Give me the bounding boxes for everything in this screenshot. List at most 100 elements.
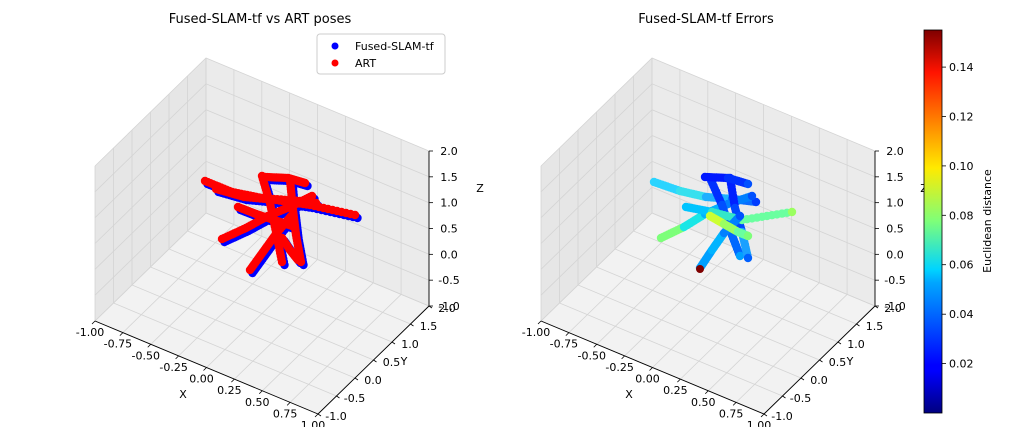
right-y-tick-mark: [856, 323, 860, 327]
right-x-tick-label: 0.75: [719, 407, 744, 420]
right-grid-z: [540, 160, 876, 270]
art-point: [350, 210, 360, 220]
legend-label-art: ART: [355, 57, 376, 70]
left-y-tick-label: 2.0: [438, 302, 456, 315]
left-y-tick-label: 0.0: [364, 374, 382, 387]
art-point: [293, 255, 303, 265]
left-z-tick-label: -0.5: [438, 274, 459, 287]
left-x-tick-label: -0.75: [104, 338, 132, 351]
error-point: [735, 211, 745, 221]
right-y-tick-mark: [800, 377, 805, 381]
right-grid-z: [540, 186, 876, 296]
left-x-tick-mark: [147, 343, 152, 348]
left-x-tick-label: 1.00: [301, 419, 326, 427]
colorbar-tick-label: 0.08: [949, 209, 974, 222]
left-z-axis-label: Z: [476, 182, 484, 195]
right-y-tick-label: 0.5: [829, 356, 847, 369]
right-x-tick-label: -0.50: [578, 349, 606, 362]
art-point: [277, 257, 287, 267]
left-z-tick-label: 2.0: [440, 145, 458, 158]
legend-frame: [316, 33, 446, 75]
colorbar-tick-label: 0.02: [949, 358, 974, 371]
left-x-tick-mark: [91, 320, 96, 325]
right-x-tick-mark: [760, 413, 765, 418]
left-y-tick-mark: [317, 413, 322, 417]
left-z-tick-label: 1.5: [440, 171, 458, 184]
left-y-tick-mark: [410, 323, 414, 327]
left-y-tick-label: 0.5: [383, 356, 401, 369]
right-grid-z: [540, 135, 876, 244]
right-y-tick-mark: [837, 341, 842, 345]
left-y-tick-mark: [354, 377, 359, 381]
right-z-tick-label: 0.5: [886, 223, 904, 236]
colorbar-tick-label: 0.06: [949, 259, 974, 272]
right-x-tick-label: 0.00: [635, 373, 660, 386]
left-x-tick-label: -0.50: [132, 349, 160, 362]
left-x-tick-mark: [258, 390, 263, 395]
legend-label-fused: Fused-SLAM-tf: [355, 40, 435, 53]
art-point: [307, 191, 317, 201]
left-x-tick-label: -0.25: [159, 361, 187, 374]
colorbar-tick-label: 0.10: [949, 160, 974, 173]
error-point-max: [696, 265, 704, 273]
right-z-tick-label: 0.0: [886, 248, 904, 261]
error-point: [747, 191, 757, 201]
error-point: [743, 179, 753, 189]
right-y-tick-label: 0.0: [810, 374, 828, 387]
right-grid-z: [540, 212, 876, 322]
left-x-tick-mark: [314, 413, 319, 418]
right-z-tick-label: 1.0: [886, 197, 904, 210]
right-z-tick-label: -0.5: [884, 274, 905, 287]
left-grid-z: [94, 212, 430, 322]
left-y-tick-label: 1.0: [401, 338, 419, 351]
error-point: [743, 253, 753, 263]
right-x-tick-label: -0.25: [605, 361, 633, 374]
right-x-tick-label: 0.25: [663, 384, 688, 397]
left-x-tick-label: 0.25: [217, 384, 242, 397]
left-y-tick-mark: [373, 359, 377, 363]
right-chart-title: Fused-SLAM-tf Errors: [638, 12, 774, 27]
left-y-axis-label: Y: [400, 355, 408, 368]
error-point: [787, 207, 797, 217]
right-x-tick-mark: [677, 378, 681, 383]
right-3d-axes: Fused-SLAM-tf Errors -1.00-0.75-0.50-0.2…: [522, 12, 928, 427]
right-x-tick-label: 1.00: [747, 419, 772, 427]
left-x-tick-mark: [231, 378, 235, 383]
colorbar: 0.02 0.04 0.06 0.08 0.10 0.12 0.14 Euclidean d…: [923, 29, 994, 414]
legend-marker-art: [331, 59, 339, 67]
right-grid-z: [540, 109, 876, 218]
right-z-tick-label: 1.5: [886, 171, 904, 184]
left-grid-z: [94, 83, 430, 193]
right-z-tick-label: 2.0: [886, 145, 904, 158]
left-z-tick-label: 1.0: [440, 197, 458, 210]
left-x-tick-mark: [119, 332, 124, 336]
right-x-tick-label: 0.50: [691, 396, 716, 409]
left-y-tick-label: 1.5: [420, 320, 438, 333]
right-y-tick-label: -1.0: [771, 410, 792, 423]
art-point: [286, 211, 296, 221]
left-grid-z: [94, 109, 430, 218]
legend-marker-fused: [331, 42, 339, 50]
left-grid-z: [94, 135, 430, 244]
art-point: [300, 178, 310, 188]
error-point: [735, 251, 745, 261]
left-chart-title: Fused-SLAM-tf vs ART poses: [169, 12, 352, 27]
right-y-tick-mark: [763, 413, 768, 417]
right-x-tick-mark: [537, 320, 542, 325]
right-x-tick-mark: [565, 332, 570, 336]
left-y-tick-mark: [391, 341, 396, 345]
right-y-tick-label: 1.0: [847, 338, 865, 351]
right-x-tick-mark: [704, 390, 709, 395]
colorbar-tick-label: 0.12: [949, 111, 974, 124]
colorbar-gradient: [923, 29, 943, 414]
left-x-tick-mark: [203, 367, 207, 371]
left-x-tick-label: 0.50: [245, 396, 270, 409]
right-grid-z: [540, 83, 876, 193]
colorbar-label: Euclidean distance: [981, 169, 994, 273]
left-3d-axes: Fused-SLAM-tf vs ART poses -1.00-0.75-0.…: [76, 12, 484, 427]
right-y-tick-label: -0.5: [790, 392, 811, 405]
right-x-tick-mark: [649, 367, 653, 371]
left-z-tick-label: -1.0: [438, 300, 459, 313]
colorbar-tick-label: 0.14: [949, 61, 974, 74]
left-z-tick-label: 0.5: [440, 223, 458, 236]
